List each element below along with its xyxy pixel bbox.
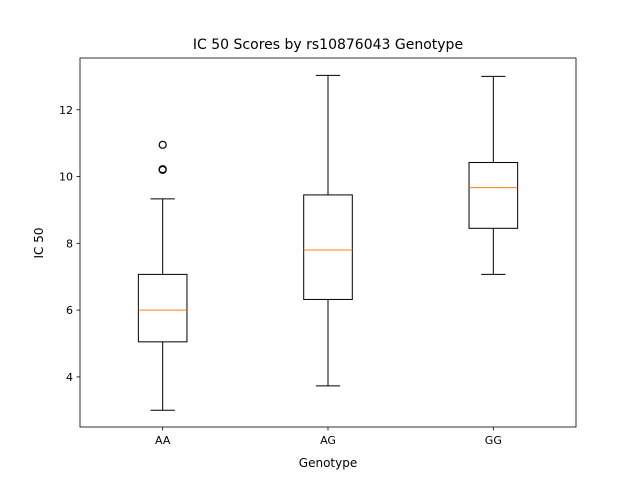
y-tick-label: 10 — [59, 171, 73, 184]
outlier-point-aa — [158, 140, 167, 149]
chart-title: IC 50 Scores by rs10876043 Genotype — [193, 37, 463, 53]
y-tick-label: 12 — [59, 104, 73, 117]
x-tick-label-gg: GG — [485, 434, 502, 447]
plot-area: 4 6 8 10 12 AA AG GG — [59, 57, 577, 447]
box-ag — [303, 194, 353, 300]
y-axis-label: IC 50 — [32, 227, 46, 258]
y-tick-label: 8 — [66, 237, 73, 250]
x-tick-label-ag: AG — [320, 434, 336, 447]
outlier-point-aa — [158, 165, 167, 174]
box-aa — [137, 273, 188, 343]
y-tick-label: 6 — [66, 304, 73, 317]
axes-frame — [79, 57, 577, 428]
y-tick-label: 4 — [66, 371, 73, 384]
box-gg — [468, 162, 519, 229]
x-tick-label-aa: AA — [155, 434, 171, 447]
x-axis-label: Genotype — [299, 456, 357, 470]
